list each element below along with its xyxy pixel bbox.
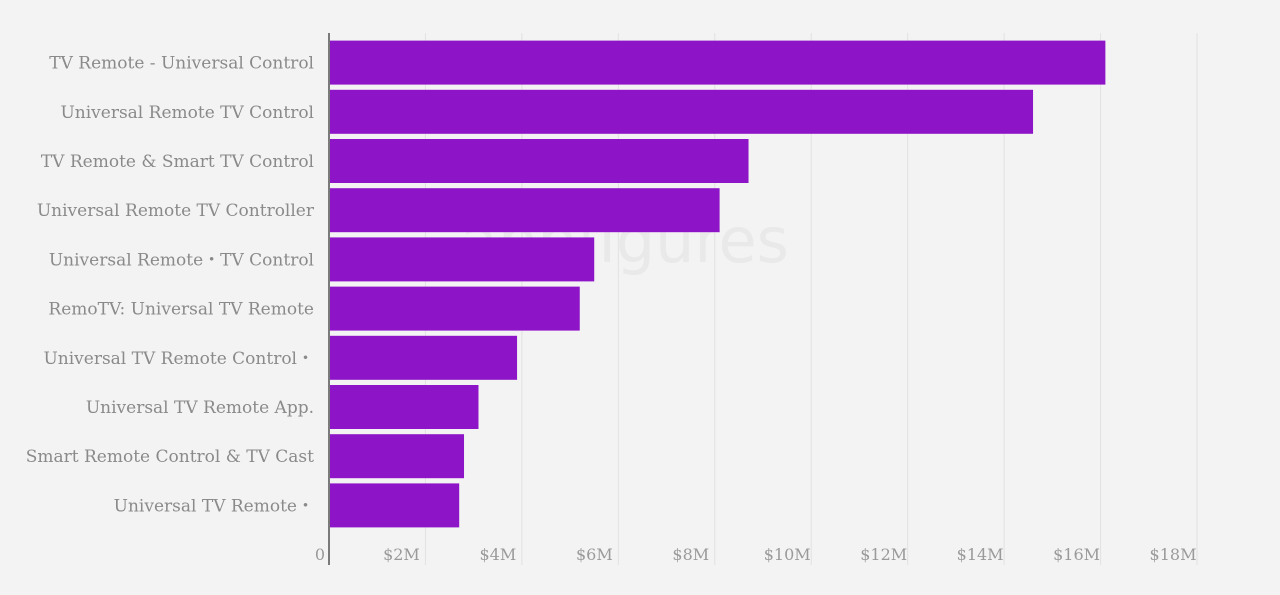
category-label: RemoTV: Universal TV Remote xyxy=(48,300,314,320)
category-label: Smart Remote Control & TV Cast xyxy=(26,447,314,467)
bar[interactable] xyxy=(329,139,749,183)
category-labels: TV Remote - Universal Control Universal R… xyxy=(26,54,315,517)
bar[interactable] xyxy=(329,286,580,331)
x-tick-label: $14M xyxy=(957,545,1004,564)
category-label: Universal TV Remote Control・ xyxy=(43,349,314,369)
bar[interactable] xyxy=(329,434,465,479)
bars xyxy=(329,40,1106,528)
x-tick-label: $2M xyxy=(383,545,420,564)
bar[interactable] xyxy=(329,89,1034,134)
x-tick-label: $6M xyxy=(576,545,613,564)
category-label: TV Remote & Smart TV Control xyxy=(41,152,314,172)
bar[interactable] xyxy=(329,237,595,282)
bar[interactable] xyxy=(329,335,518,380)
bar[interactable] xyxy=(329,385,479,429)
category-label: Universal Remote TV Control xyxy=(60,103,314,123)
bar[interactable] xyxy=(329,40,1106,85)
category-label: TV Remote - Universal Control xyxy=(49,54,314,74)
x-tick-label: $12M xyxy=(860,545,907,564)
category-label: Universal Remote TV Controller xyxy=(37,201,315,221)
bar[interactable] xyxy=(329,483,460,528)
category-label: Universal TV Remote App. xyxy=(86,398,314,418)
x-tick-label: $16M xyxy=(1053,545,1100,564)
x-tick-label: $18M xyxy=(1150,545,1197,564)
x-axis-ticks: 0 $2M $4M $6M $8M $10M $12M $14M $16M $18M xyxy=(315,545,1197,564)
category-label: Universal TV Remote・ xyxy=(114,496,314,516)
x-tick-label: 0 xyxy=(315,545,325,564)
category-label: Universal Remote・TV Control xyxy=(49,250,314,270)
x-tick-label: $8M xyxy=(672,545,709,564)
bar[interactable] xyxy=(329,188,720,233)
x-tick-label: $10M xyxy=(764,545,811,564)
x-tick-label: $4M xyxy=(480,545,517,564)
